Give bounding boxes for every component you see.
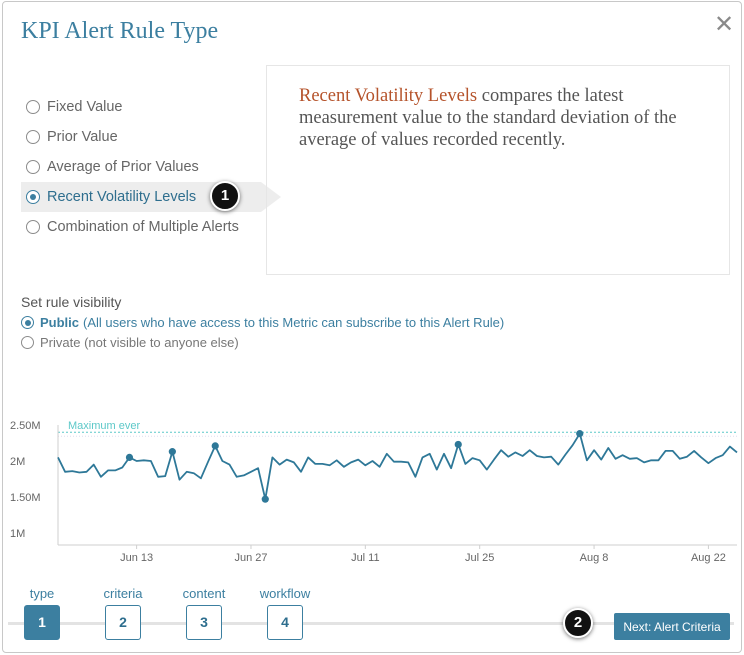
step-label: workflow bbox=[259, 586, 311, 601]
radio-icon[interactable] bbox=[26, 160, 40, 174]
series-line bbox=[57, 432, 738, 501]
x-tick-label: Jun 13 bbox=[120, 552, 153, 564]
visibility-public-title: Public bbox=[40, 315, 80, 330]
y-tick-label: 2.50M bbox=[10, 420, 41, 432]
visibility-label: Set rule visibility bbox=[21, 294, 122, 310]
radio-icon[interactable] bbox=[26, 220, 40, 234]
wizard-step-criteria[interactable]: criteria 2 bbox=[93, 585, 153, 640]
wizard-steps: type 1 criteria 2 content 3 workflow 4 bbox=[0, 585, 744, 645]
data-point bbox=[261, 495, 269, 503]
visibility-public-option[interactable]: Public (All users who have access to thi… bbox=[21, 315, 504, 330]
x-tick-label: Aug 8 bbox=[580, 552, 609, 564]
wizard-step-content[interactable]: content 3 bbox=[174, 585, 234, 640]
wizard-step-workflow[interactable]: workflow 4 bbox=[255, 585, 315, 640]
dialog-title: KPI Alert Rule Type bbox=[21, 18, 219, 44]
metric-history-chart: 2.50M 2M 1.50M 1M Maximum ever Jun 13 Jun 27 Ju… bbox=[10, 420, 738, 564]
rule-type-label: Fixed Value bbox=[47, 99, 123, 115]
rule-type-label: Recent Volatility Levels bbox=[47, 189, 197, 205]
x-tick-label: Jul 11 bbox=[351, 552, 380, 564]
close-icon[interactable]: ✕ bbox=[713, 11, 735, 38]
visibility-private-label: Private (not visible to anyone else) bbox=[40, 335, 239, 350]
rule-type-list: Fixed Value Prior Value Average of Prior… bbox=[21, 92, 281, 242]
step-number[interactable]: 3 bbox=[186, 605, 222, 640]
x-tick-label: Jun 27 bbox=[234, 552, 267, 564]
rule-type-label: Combination of Multiple Alerts bbox=[47, 219, 239, 235]
data-point bbox=[576, 430, 584, 438]
callout-badge-1: 1 bbox=[210, 181, 240, 211]
wizard-progress-track bbox=[8, 622, 734, 625]
x-tick-label: Jul 25 bbox=[465, 552, 494, 564]
data-point bbox=[168, 448, 176, 456]
step-number[interactable]: 2 bbox=[105, 605, 141, 640]
step-label: content bbox=[182, 586, 226, 601]
y-tick-label: 1.50M bbox=[10, 492, 41, 504]
step-label: type bbox=[29, 586, 55, 601]
radio-selected-icon[interactable] bbox=[26, 190, 40, 204]
radio-icon[interactable] bbox=[26, 100, 40, 114]
callout-badge-2: 2 bbox=[563, 608, 593, 638]
step-label: criteria bbox=[103, 586, 143, 601]
radio-icon[interactable] bbox=[26, 130, 40, 144]
maximum-ever-label: Maximum ever bbox=[68, 420, 140, 432]
y-tick-label: 1M bbox=[10, 528, 25, 540]
step-number[interactable]: 1 bbox=[24, 605, 60, 640]
rule-type-fixed-value[interactable]: Fixed Value bbox=[21, 92, 267, 122]
y-tick-label: 2M bbox=[10, 456, 25, 468]
radio-selected-icon[interactable] bbox=[21, 316, 34, 329]
wizard-step-type[interactable]: type 1 bbox=[12, 585, 72, 640]
next-alert-criteria-button[interactable]: Next: Alert Criteria bbox=[614, 613, 730, 640]
rule-type-combination-alerts[interactable]: Combination of Multiple Alerts bbox=[21, 212, 267, 242]
rule-type-average-prior-values[interactable]: Average of Prior Values bbox=[21, 152, 267, 182]
visibility-private-option[interactable]: Private (not visible to anyone else) bbox=[21, 335, 239, 350]
step-number[interactable]: 4 bbox=[267, 605, 303, 640]
description-highlight: Recent Volatility Levels bbox=[299, 86, 478, 106]
rule-type-label: Prior Value bbox=[47, 129, 118, 145]
radio-icon[interactable] bbox=[21, 336, 34, 349]
visibility-public-detail: (All users who have access to this Metri… bbox=[83, 315, 505, 330]
rule-type-label: Average of Prior Values bbox=[47, 159, 199, 175]
description-text: compares the latest measurement value to… bbox=[299, 86, 677, 150]
rule-type-prior-value[interactable]: Prior Value bbox=[21, 122, 267, 152]
data-point bbox=[125, 453, 134, 461]
x-tick-label: Aug 22 bbox=[691, 552, 726, 564]
data-point bbox=[211, 442, 219, 450]
rule-type-description: Recent Volatility Levels compares the la… bbox=[266, 65, 730, 275]
data-point bbox=[454, 440, 462, 449]
